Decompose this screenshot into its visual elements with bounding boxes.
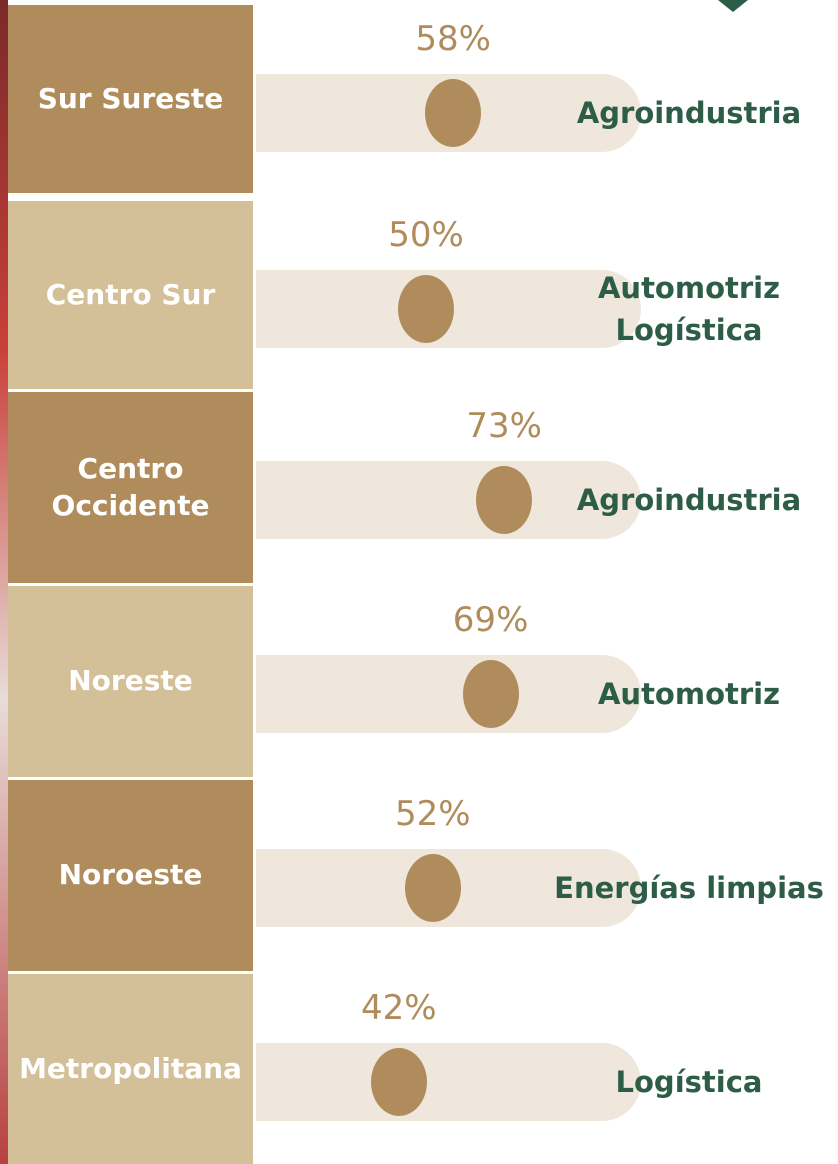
sector-label: Automotriz	[540, 634, 838, 754]
value-label: 52%	[395, 794, 471, 834]
region-label: Centro Sur	[8, 201, 253, 389]
marker	[716, 0, 750, 14]
sector-line: Agroindustria	[540, 92, 838, 134]
sector-line: Logística	[540, 309, 838, 351]
sector-label: Energías limpias	[540, 828, 838, 948]
value-label: 69%	[453, 600, 529, 640]
sector-line: Automotriz	[540, 267, 838, 309]
dot	[371, 1048, 427, 1116]
value-label: 42%	[361, 988, 437, 1028]
value-label: 50%	[388, 215, 464, 255]
sector-line: Agroindustria	[540, 479, 838, 521]
dot	[476, 466, 532, 534]
sector-line: Automotriz	[540, 673, 838, 715]
dot	[425, 79, 481, 147]
region-label: Centro Occidente	[8, 392, 253, 583]
sector-label: Agroindustria	[540, 53, 838, 173]
value-label: 58%	[415, 19, 491, 59]
sector-line: Logística	[540, 1061, 838, 1103]
sector-label: Agroindustria	[540, 440, 838, 560]
region-label: Noroeste	[8, 780, 253, 971]
photo-strip	[0, 0, 8, 1164]
sector-line: Energías limpias	[540, 867, 838, 909]
dot	[405, 854, 461, 922]
sector-label: Logística	[540, 1022, 838, 1142]
region-label: Metropolitana	[8, 974, 253, 1164]
dot	[463, 660, 519, 728]
region-label: Sur Sureste	[8, 5, 253, 193]
value-label: 73%	[466, 406, 542, 446]
dot	[398, 275, 454, 343]
infographic: Sur Sureste 58% Agroindustria Centro Sur 50%…	[0, 0, 838, 1164]
region-label: Noreste	[8, 586, 253, 777]
